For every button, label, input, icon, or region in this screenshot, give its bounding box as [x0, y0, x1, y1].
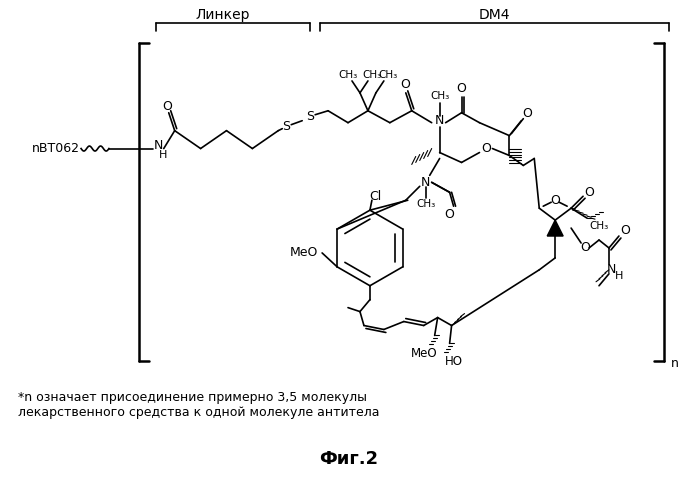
Text: H: H	[159, 151, 167, 160]
Text: O: O	[550, 194, 560, 207]
Text: O: O	[522, 107, 532, 120]
Text: Линкер: Линкер	[195, 8, 250, 22]
Text: CH₃: CH₃	[362, 70, 382, 80]
Text: S: S	[306, 110, 314, 123]
Text: лекарственного средства к одной молекуле антитела: лекарственного средства к одной молекуле…	[18, 406, 380, 419]
Text: O: O	[400, 78, 410, 91]
Text: O: O	[482, 142, 491, 155]
Text: CH₃: CH₃	[416, 199, 435, 209]
Text: CH₃: CH₃	[338, 70, 358, 80]
Text: O: O	[456, 83, 466, 95]
Text: H: H	[614, 271, 623, 281]
Text: nBT062: nBT062	[32, 142, 80, 155]
Text: O: O	[161, 100, 172, 114]
Text: O: O	[580, 242, 590, 255]
Text: N: N	[606, 263, 616, 276]
Text: Cl: Cl	[369, 190, 381, 203]
Text: N: N	[421, 176, 431, 189]
Text: MeO: MeO	[290, 246, 318, 259]
Text: O: O	[620, 224, 630, 237]
Text: O: O	[584, 186, 594, 199]
Text: N: N	[154, 139, 164, 152]
Text: DM4: DM4	[479, 8, 510, 22]
Text: HO: HO	[445, 355, 463, 368]
Text: O: O	[445, 208, 454, 221]
Text: CH₃: CH₃	[589, 221, 609, 231]
Text: S: S	[282, 120, 290, 133]
Text: Фиг.2: Фиг.2	[319, 450, 379, 468]
Text: MeO: MeO	[410, 347, 437, 360]
Text: *n означает присоединение примерно 3,5 молекулы: *n означает присоединение примерно 3,5 м…	[18, 391, 367, 404]
Text: N: N	[435, 114, 445, 127]
Text: CH₃: CH₃	[378, 70, 398, 80]
Text: n: n	[671, 357, 679, 370]
Text: CH₃: CH₃	[430, 91, 449, 101]
Polygon shape	[547, 220, 563, 236]
